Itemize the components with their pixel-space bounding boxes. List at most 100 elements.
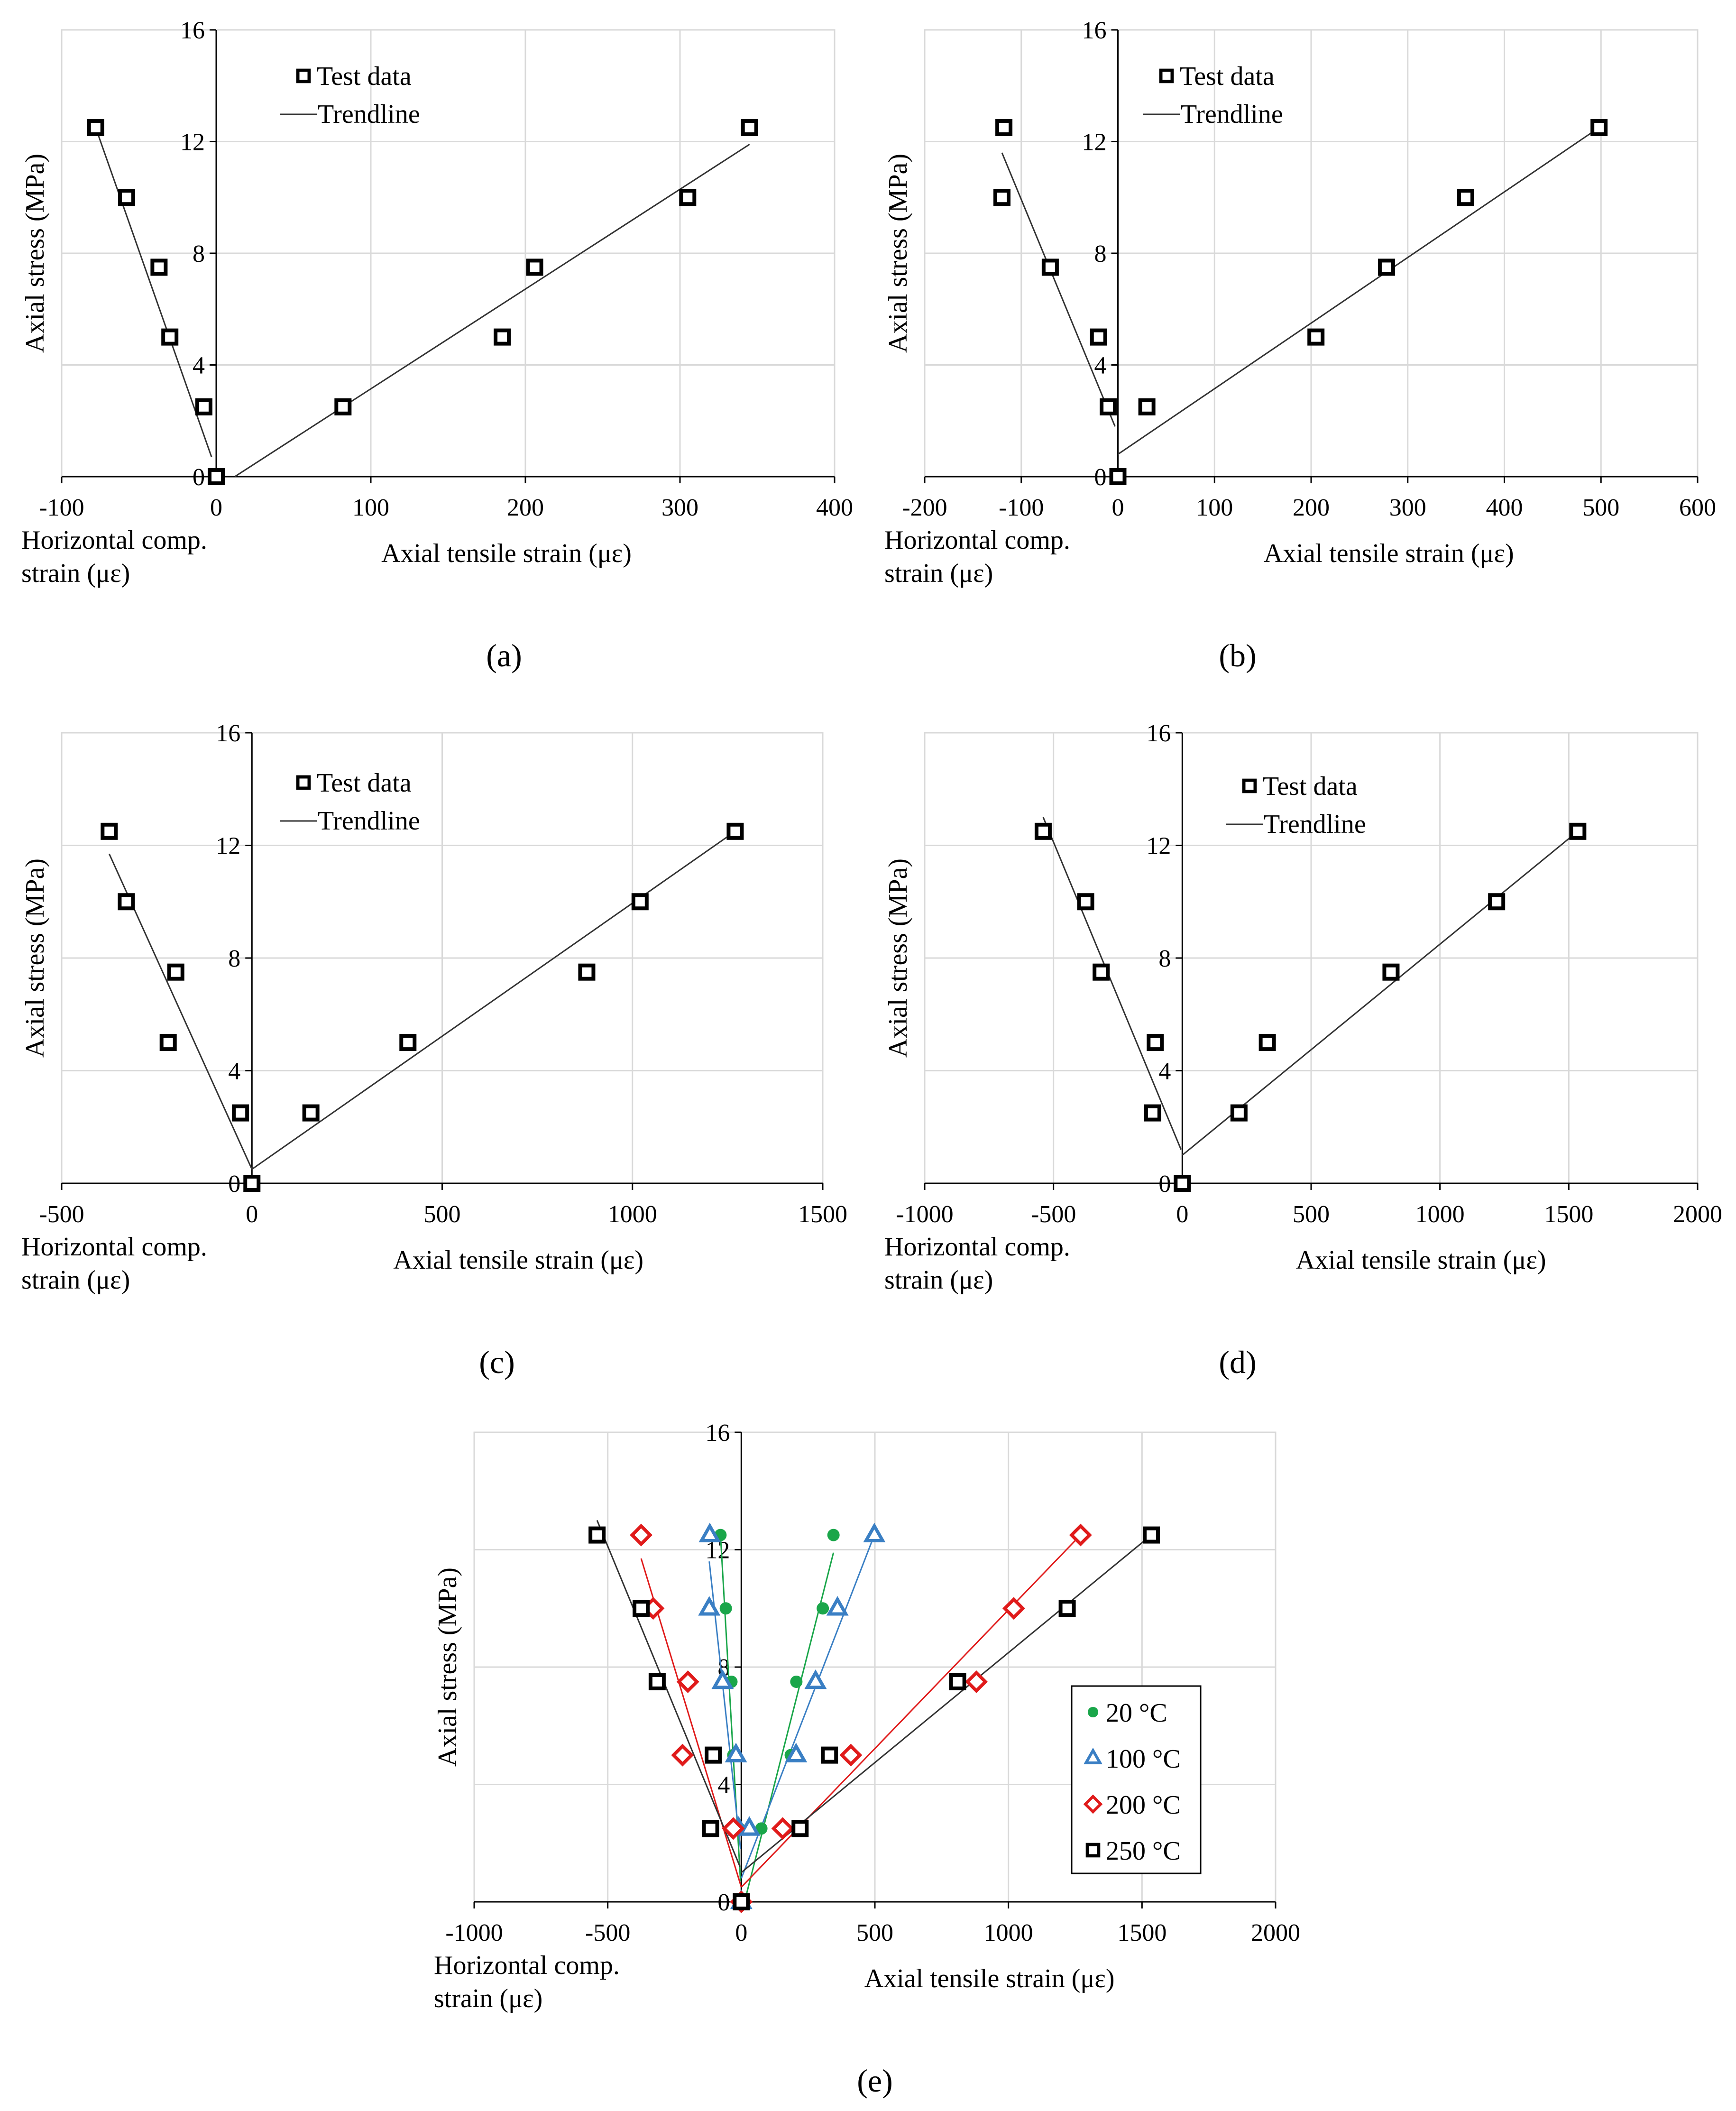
legend-marker-3 (1085, 1843, 1101, 1858)
legend-label-0: 20 °C (1106, 1698, 1167, 1728)
data-point-s0-5 (87, 119, 104, 137)
x-tick-label-5: 300 (1389, 494, 1426, 521)
data-point-s3-10 (1143, 1526, 1160, 1544)
panel-label: (e) (857, 2063, 892, 2099)
legend-label-test-data: Test data (317, 62, 412, 91)
data-point-s0-0 (208, 468, 225, 485)
x-axis-left-label-line2: strain (με) (434, 1984, 542, 2013)
data-point-s0-1 (232, 1104, 249, 1122)
legend-marker-test-data (1159, 68, 1174, 83)
chart-panel-0: -100 0 100 200 300 400 0 4 8 12 16 Axial stress (MP… (20, 17, 853, 673)
data-point-s0-6 (995, 119, 1013, 137)
panel-label: (a) (486, 637, 522, 673)
trendline-7 (741, 1534, 1152, 1873)
x-tick-label-4: 1500 (798, 1201, 847, 1228)
data-point-s0-1 (1100, 398, 1117, 415)
x-tick-label-3: 500 (1293, 1201, 1330, 1228)
x-tick-label-5: 400 (816, 494, 853, 521)
data-point-s2-3 (671, 1743, 694, 1767)
data-point-s0-6 (334, 398, 352, 415)
x-axis-left-label-line2: strain (με) (884, 1265, 993, 1295)
data-point-s2-8 (1002, 1597, 1025, 1620)
x-axis-left-label-line2: strain (με) (21, 1265, 130, 1295)
data-point-s0-6 (790, 1675, 803, 1688)
data-point-s0-9 (101, 822, 118, 840)
data-point-s0-5 (167, 963, 184, 981)
y-axis-label: Axial stress (MPa) (433, 1567, 462, 1767)
legend: Test data Trendline (1226, 772, 1366, 839)
data-point-s0-10 (1590, 119, 1608, 137)
x-tick-label-6: 2000 (1251, 1919, 1300, 1946)
data-point-s3-5 (648, 1673, 666, 1690)
x-tick-label-0: -1000 (896, 1201, 953, 1228)
x-tick-label-0: -1000 (445, 1919, 503, 1946)
y-tick-label-4: 16 (180, 17, 205, 44)
data-point-s0-5 (1093, 963, 1110, 981)
trendline-0 (1001, 152, 1116, 427)
legend-label-trendline: Trendline (1181, 100, 1283, 129)
y-tick-label-0: 0 (1158, 1171, 1171, 1198)
legend-marker-test-data (296, 775, 311, 790)
y-axis-label: Axial stress (MPa) (883, 858, 913, 1058)
data-point-s0-8 (817, 1602, 829, 1615)
data-point-s2-10 (1069, 1523, 1092, 1547)
data-point-s3-8 (1058, 1600, 1076, 1617)
x-tick-label-4: 200 (1293, 494, 1330, 521)
data-point-s3-2 (791, 1820, 809, 1837)
x-tick-label-1: -100 (999, 494, 1044, 521)
y-tick-label-0: 0 (717, 1889, 730, 1916)
data-point-s0-7 (494, 328, 511, 346)
x-tick-label-6: 2000 (1673, 1201, 1722, 1228)
x-axis-label: Axial tensile strain (με) (393, 1245, 643, 1275)
trendline-1 (251, 830, 736, 1170)
data-point-s1-5 (711, 1669, 734, 1689)
trendline-3 (740, 1535, 875, 1879)
y-tick-label-4: 16 (1146, 720, 1171, 747)
legend-label-trendline: Trendline (318, 806, 420, 836)
data-point-s0-3 (1090, 328, 1107, 346)
data-point-s1-8 (826, 1596, 849, 1616)
data-point-s0-1 (1144, 1104, 1161, 1122)
data-point-s0-4 (1041, 258, 1059, 276)
x-axis-left-label-line1: Horizontal comp. (434, 1951, 620, 1980)
legend-label-test-data: Test data (1180, 62, 1275, 91)
legend: Test data Trendline (280, 62, 420, 129)
data-point-s0-6 (1382, 963, 1400, 981)
data-point-s3-4 (821, 1746, 838, 1764)
data-point-s3-3 (705, 1746, 722, 1764)
data-point-s0-9 (1034, 822, 1052, 840)
legend-label-test-data: Test data (317, 768, 412, 798)
data-point-s0-9 (679, 189, 697, 206)
x-tick-label-2: 500 (424, 1201, 461, 1228)
data-point-s1-3 (725, 1742, 747, 1762)
x-tick-label-2: 0 (1112, 494, 1124, 521)
legend-marker-0 (1087, 1706, 1099, 1718)
legend-marker-1 (1084, 1747, 1102, 1764)
x-tick-label-2: 0 (735, 1919, 747, 1946)
data-point-s0-7 (118, 893, 135, 911)
x-axis-label: Axial tensile strain (με) (1296, 1245, 1546, 1275)
y-tick-label-2: 8 (193, 240, 205, 267)
y-tick-label-0: 0 (193, 464, 205, 491)
data-point-s0-4 (399, 1034, 417, 1051)
x-tick-label-1: 0 (210, 494, 222, 521)
trendline-0 (95, 127, 212, 458)
y-tick-label-3: 12 (216, 833, 240, 860)
x-tick-label-7: 500 (1582, 494, 1619, 521)
y-axis-label: Axial stress (MPa) (883, 154, 913, 353)
x-axis-left-label-line1: Horizontal comp. (884, 1232, 1070, 1262)
y-tick-label-4: 16 (705, 1420, 730, 1447)
x-axis-left-label-line1: Horizontal comp. (21, 525, 207, 555)
data-point-s0-2 (755, 1822, 768, 1835)
y-tick-label-4: 16 (216, 720, 240, 747)
x-axis-left-label-line1: Horizontal comp. (21, 1232, 207, 1262)
data-point-s0-10 (741, 119, 758, 137)
data-point-s0-3 (150, 258, 168, 276)
x-axis-label: Axial tensile strain (με) (381, 539, 632, 568)
legend-label-3: 250 °C (1106, 1836, 1181, 1866)
x-tick-label-1: 0 (246, 1201, 258, 1228)
x-tick-label-2: 0 (1176, 1201, 1188, 1228)
legend: Test data Trendline (1143, 62, 1283, 129)
y-tick-label-1: 4 (717, 1772, 730, 1799)
data-point-s0-6 (578, 963, 596, 981)
